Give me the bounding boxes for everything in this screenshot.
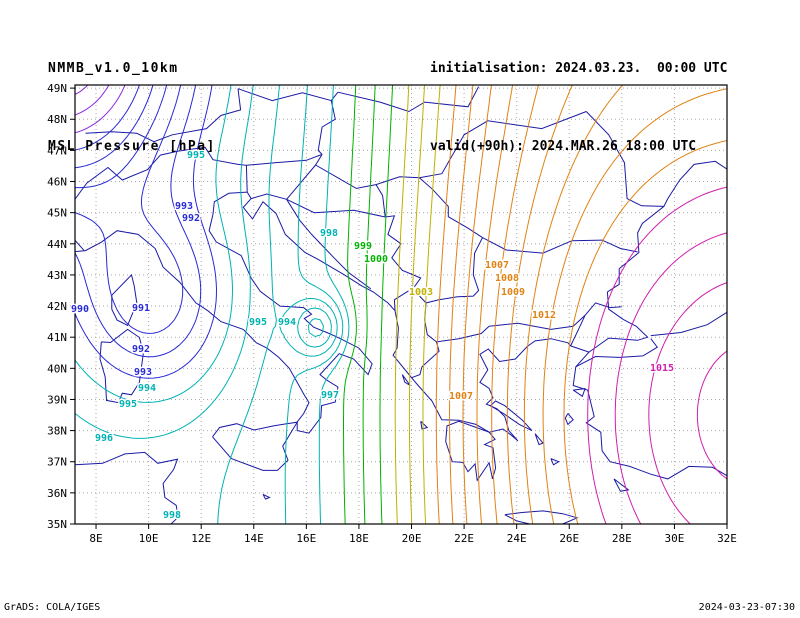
lat-tick-label: 43N — [47, 269, 67, 282]
lat-tick-label: 36N — [47, 487, 67, 500]
contour-label: 1003 — [409, 287, 433, 298]
contour-label: 1007 — [449, 391, 473, 402]
contour-label: 996 — [95, 433, 113, 444]
contour-label: 1008 — [495, 273, 519, 284]
contour-label: 994 — [278, 317, 296, 328]
contour-label: 999 — [354, 241, 372, 252]
contour-label: 991 — [132, 303, 150, 314]
contour-label: 998 — [320, 228, 338, 239]
lat-tick-label: 35N — [47, 518, 67, 531]
lon-tick-label: 20E — [402, 532, 422, 545]
lat-tick-label: 41N — [47, 331, 67, 344]
init-time: initialisation: 2024.03.23. 00:00 UTC — [430, 61, 728, 76]
contour-label: 998 — [163, 510, 181, 521]
contour-label: 995 — [119, 399, 137, 410]
lon-tick-label: 24E — [507, 532, 527, 545]
lon-tick-label: 8E — [89, 532, 102, 545]
contour-label: 993 — [134, 367, 152, 378]
contour-label: 995 — [249, 317, 267, 328]
contour-label: 995 — [187, 150, 205, 161]
lat-tick-label: 45N — [47, 207, 67, 220]
lat-tick-label: 39N — [47, 393, 67, 406]
lat-tick-label: 37N — [47, 456, 67, 469]
model-name: NMMB_v1.0_10km — [48, 61, 179, 76]
lat-tick-label: 48N — [47, 113, 67, 126]
header-right: initialisation: 2024.03.23. 00:00 UTC va… — [430, 4, 727, 212]
valid-time: valid(+90h): 2024.MAR.26 18:00 UTC — [430, 139, 697, 154]
lon-tick-label: 32E — [717, 532, 737, 545]
lat-tick-label: 40N — [47, 362, 67, 375]
lat-tick-label: 44N — [47, 238, 67, 251]
grads-credit: GrADS: COLA/IGES — [4, 602, 101, 613]
contour-label: 993 — [175, 201, 193, 212]
lon-tick-label: 28E — [612, 532, 632, 545]
lon-tick-label: 26E — [559, 532, 579, 545]
contour-label: 1007 — [485, 260, 509, 271]
contour-label: 1009 — [501, 287, 525, 298]
contour-label: 1012 — [532, 310, 556, 321]
lon-tick-label: 30E — [664, 532, 684, 545]
lon-tick-label: 18E — [349, 532, 369, 545]
lat-tick-label: 49N — [47, 82, 67, 95]
contour-label: 997 — [321, 390, 339, 401]
plot-border — [74, 84, 728, 525]
lon-tick-label: 22E — [454, 532, 474, 545]
lat-tick-label: 47N — [47, 144, 67, 157]
lon-tick-label: 14E — [244, 532, 264, 545]
contour-label: 994 — [138, 383, 156, 394]
axis-labels: 49N 48N 47N 46N 45N 44N 43N 42N 41N 40N 39N 38N 37N 3… — [47, 82, 737, 545]
header-left: NMMB_v1.0_10km MSL Pressure [hPa] — [48, 4, 216, 212]
lon-tick-label: 12E — [191, 532, 211, 545]
field-name: MSL Pressure [hPa] — [48, 139, 216, 154]
lat-tick-label: 46N — [47, 176, 67, 189]
creation-timestamp: 2024-03-23-07:30 — [698, 602, 795, 613]
lon-tick-label: 16E — [296, 532, 316, 545]
contour-label: 1015 — [650, 363, 674, 374]
contour-label: 992 — [182, 213, 200, 224]
contour-label: 1000 — [364, 254, 388, 265]
lon-tick-label: 10E — [139, 532, 159, 545]
contour-label: 990 — [71, 304, 89, 315]
lat-tick-label: 42N — [47, 300, 67, 313]
contour-label: 992 — [132, 344, 150, 355]
lat-tick-label: 38N — [47, 425, 67, 438]
